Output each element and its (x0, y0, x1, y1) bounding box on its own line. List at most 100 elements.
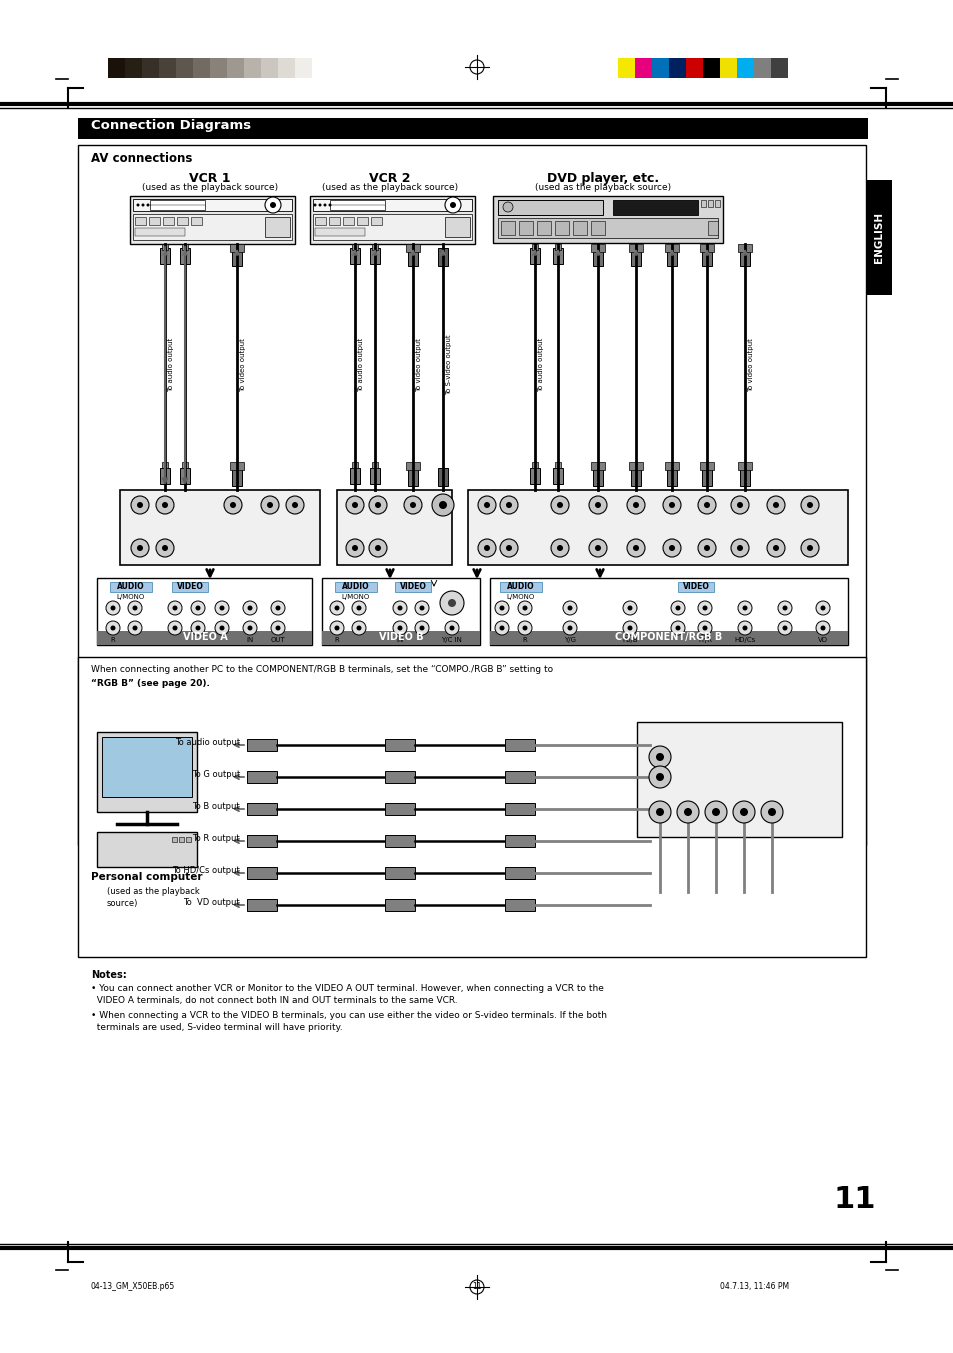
Circle shape (352, 502, 357, 507)
Bar (135, 229, 185, 235)
Circle shape (323, 203, 326, 207)
Circle shape (393, 601, 407, 616)
Circle shape (738, 621, 751, 635)
Text: (used as the playback: (used as the playback (107, 888, 199, 896)
Bar (336, 490, 452, 566)
Circle shape (191, 601, 205, 616)
Bar (444, 216, 470, 237)
Bar (385, 802, 415, 815)
Circle shape (588, 538, 606, 557)
Circle shape (815, 621, 829, 635)
Circle shape (375, 502, 380, 507)
Circle shape (352, 545, 357, 551)
Text: To S-video output: To S-video output (446, 334, 452, 395)
Circle shape (670, 621, 684, 635)
Text: R: R (111, 637, 115, 643)
Bar (700, 461, 713, 469)
Circle shape (772, 545, 779, 551)
Bar (193, 58, 210, 78)
Circle shape (111, 606, 115, 610)
Bar (553, 468, 562, 484)
Bar (132, 199, 292, 211)
Bar (261, 58, 277, 78)
Bar (370, 468, 379, 484)
Circle shape (738, 601, 751, 616)
Bar (504, 867, 535, 879)
Bar (637, 723, 841, 838)
Bar (232, 248, 242, 267)
Circle shape (247, 606, 253, 610)
Bar (630, 468, 640, 486)
Bar (555, 244, 560, 250)
Bar (385, 835, 415, 847)
Circle shape (562, 621, 577, 635)
Circle shape (675, 625, 679, 630)
Circle shape (270, 202, 275, 208)
Circle shape (499, 625, 504, 630)
Bar (371, 216, 381, 225)
Circle shape (335, 625, 339, 630)
Bar (244, 58, 261, 78)
Circle shape (698, 538, 716, 557)
Circle shape (670, 601, 684, 616)
Circle shape (737, 545, 742, 551)
Circle shape (191, 621, 205, 635)
Bar (753, 58, 770, 78)
Text: Personal computer: Personal computer (91, 871, 203, 882)
Circle shape (557, 545, 562, 551)
Text: R: R (522, 637, 527, 643)
Text: • You can connect another VCR or Monitor to the VIDEO A OUT terminal. However, w: • You can connect another VCR or Monitor… (91, 984, 603, 993)
Text: terminals are used, S-video terminal will have priority.: terminals are used, S-video terminal wil… (91, 1023, 342, 1032)
Bar (132, 214, 292, 239)
Bar (701, 248, 711, 267)
Bar (714, 200, 720, 207)
Text: HD/Cs: HD/Cs (734, 637, 755, 643)
Bar (356, 216, 368, 225)
Circle shape (483, 545, 490, 551)
Circle shape (369, 497, 387, 514)
Circle shape (449, 625, 454, 630)
Bar (210, 58, 227, 78)
Circle shape (495, 601, 509, 616)
Bar (395, 582, 431, 593)
Circle shape (505, 545, 512, 551)
Text: AUDIO: AUDIO (507, 582, 535, 591)
Text: AUDIO: AUDIO (117, 582, 145, 591)
Bar (230, 244, 244, 252)
Circle shape (419, 606, 424, 610)
Circle shape (517, 621, 532, 635)
Circle shape (106, 621, 120, 635)
Circle shape (567, 606, 572, 610)
Text: VCR 1: VCR 1 (189, 172, 231, 185)
Text: ENGLISH: ENGLISH (873, 211, 883, 262)
Circle shape (136, 203, 139, 207)
Bar (186, 838, 191, 842)
Circle shape (741, 625, 747, 630)
Circle shape (588, 497, 606, 514)
Bar (172, 838, 177, 842)
Circle shape (499, 497, 517, 514)
Circle shape (648, 766, 670, 787)
Bar (630, 248, 640, 267)
Circle shape (766, 497, 784, 514)
Bar (437, 468, 448, 486)
Circle shape (820, 625, 824, 630)
Bar (613, 200, 698, 215)
Circle shape (172, 625, 177, 630)
Circle shape (162, 502, 168, 507)
Bar (700, 200, 705, 207)
Circle shape (292, 502, 297, 507)
Text: 04-13_GM_X50EB.p65: 04-13_GM_X50EB.p65 (91, 1283, 175, 1291)
Bar (618, 58, 635, 78)
Bar (130, 196, 294, 244)
Text: 11: 11 (833, 1185, 876, 1214)
Circle shape (224, 497, 242, 514)
Circle shape (595, 545, 600, 551)
Text: AUDIO: AUDIO (342, 582, 370, 591)
Circle shape (495, 621, 509, 635)
Circle shape (168, 601, 182, 616)
Bar (97, 832, 196, 867)
Bar (310, 196, 475, 244)
Circle shape (499, 606, 504, 610)
Bar (504, 835, 535, 847)
